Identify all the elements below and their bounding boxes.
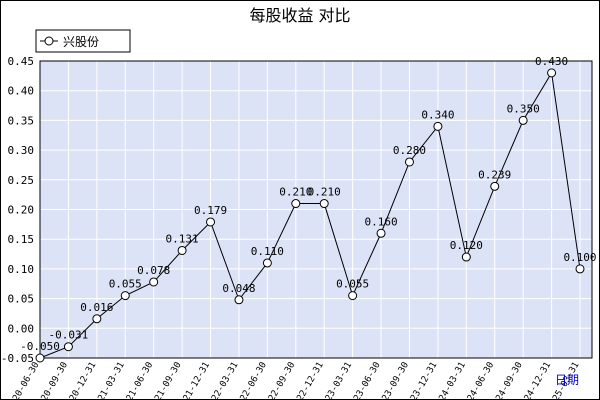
data-point — [376, 228, 386, 238]
data-point — [120, 291, 130, 301]
data-label: 0.210 — [279, 186, 312, 199]
data-label: 0.100 — [563, 251, 596, 264]
data-label: 0.430 — [535, 55, 568, 68]
series-line — [39, 71, 581, 359]
data-label: 0.055 — [109, 278, 142, 291]
legend-label: 兴股份 — [63, 35, 99, 49]
y-tick-label: 0.00 — [8, 322, 35, 335]
data-point — [461, 252, 471, 262]
data-point — [149, 277, 159, 287]
y-tick-label: 0.25 — [8, 174, 35, 187]
data-label: -0.031 — [49, 329, 89, 342]
data-label: 0.120 — [450, 239, 483, 252]
data-point — [63, 342, 73, 352]
y-tick-label: 0.40 — [8, 85, 35, 98]
legend: 兴股份 — [35, 29, 131, 53]
y-tick-label: -0.05 — [1, 352, 34, 365]
data-label: 0.048 — [222, 282, 255, 295]
legend-box — [35, 29, 131, 53]
data-point — [177, 245, 187, 255]
data-point — [234, 295, 244, 305]
data-label: 0.055 — [336, 278, 369, 291]
legend-marker — [44, 36, 54, 46]
x-axis-label: 日期 — [555, 373, 579, 387]
data-point — [35, 353, 45, 363]
data-point — [433, 121, 443, 131]
data-point — [92, 314, 102, 324]
data-point — [262, 258, 272, 268]
data-label: 0.110 — [251, 245, 284, 258]
chart-title: 每股收益 对比 — [249, 6, 350, 25]
data-label: 0.131 — [166, 232, 199, 245]
y-tick-label: 0.35 — [8, 114, 35, 127]
data-point — [518, 115, 528, 125]
y-tick-label: 0.30 — [8, 144, 35, 157]
data-point — [490, 181, 500, 191]
data-point — [575, 264, 585, 274]
data-label: 0.179 — [194, 204, 227, 217]
plot-border — [39, 60, 593, 359]
data-point — [206, 217, 216, 227]
data-label: 0.078 — [137, 264, 170, 277]
data-point — [547, 68, 557, 78]
data-label: 0.016 — [80, 301, 113, 314]
data-label: 0.340 — [421, 108, 454, 121]
data-point — [404, 157, 414, 167]
data-label: -0.050 — [20, 340, 60, 353]
y-tick-label: 0.05 — [8, 293, 35, 306]
y-tick-label: 0.45 — [8, 55, 35, 68]
y-tick-label: 0.15 — [8, 233, 35, 246]
data-label: 0.239 — [478, 168, 511, 181]
data-label: 0.160 — [364, 215, 397, 228]
data-point — [319, 199, 329, 209]
data-label: 0.280 — [393, 144, 426, 157]
y-tick-label: 0.20 — [8, 204, 35, 217]
y-tick-label: 0.10 — [8, 263, 35, 276]
data-point — [291, 199, 301, 209]
x-tick-label: 2020-06-30 — [6, 361, 42, 400]
data-label: 0.210 — [308, 186, 341, 199]
data-label: 0.350 — [507, 102, 540, 115]
data-point — [348, 291, 358, 301]
